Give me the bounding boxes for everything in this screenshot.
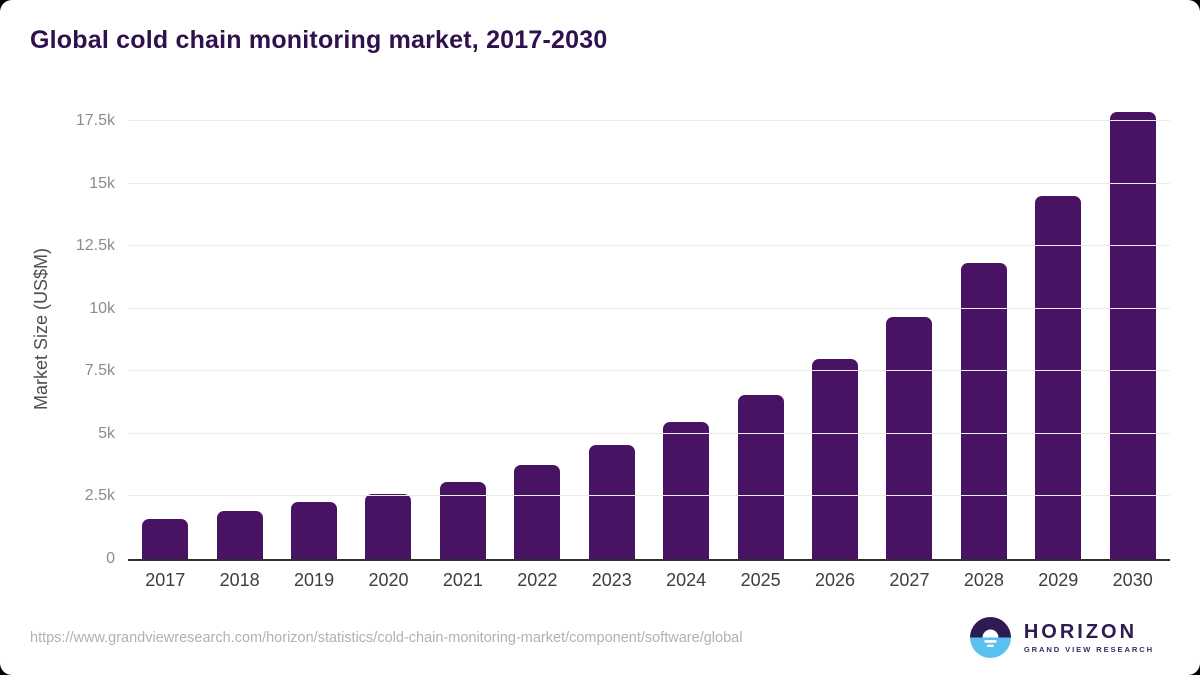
- x-tick-label-2019: 2019: [294, 570, 335, 590]
- x-tick-label-2020: 2020: [368, 570, 409, 590]
- y-tick-label-12.5k: 12.5k: [75, 237, 115, 255]
- x-tick-label-2017: 2017: [145, 570, 186, 590]
- bar-slot-2026: [798, 100, 872, 559]
- x-tick-label-2027: 2027: [889, 570, 930, 590]
- gridline-10k: [128, 307, 1170, 309]
- bar-slot-2024: [649, 100, 723, 559]
- bar-2023: [588, 445, 635, 559]
- gridline-7.5k: [128, 370, 1170, 372]
- bar-2021: [439, 481, 486, 559]
- y-tick-label-5k: 5k: [98, 424, 115, 442]
- logo-text: HORIZON GRAND VIEW RESEARCH: [1024, 622, 1154, 654]
- x-tick-label-2028: 2028: [963, 570, 1004, 590]
- chart-title: Global cold chain monitoring market, 201…: [30, 26, 608, 54]
- bar-slot-2017: [128, 100, 202, 559]
- bar-2028: [960, 263, 1007, 559]
- bar-slot-2025: [723, 100, 797, 559]
- x-tick-label-2030: 2030: [1112, 570, 1153, 590]
- y-tick-label-15k: 15k: [89, 174, 115, 192]
- bar-2022: [514, 464, 561, 559]
- bar-2019: [291, 502, 338, 559]
- bar-slot-2020: [351, 100, 425, 559]
- gridline-2.5k: [128, 495, 1170, 497]
- bar-slot-2030: [1095, 100, 1169, 559]
- logo-name: HORIZON: [1023, 620, 1138, 643]
- horizon-logo: HORIZON GRAND VIEW RESEARCH: [969, 617, 1154, 658]
- bar-2030: [1109, 112, 1156, 559]
- bar-2025: [737, 395, 784, 559]
- bar-2029: [1035, 196, 1082, 559]
- x-tick-label-2025: 2025: [740, 570, 781, 590]
- y-tick-label-7.5k: 7.5k: [84, 362, 115, 380]
- x-tick-label-2029: 2029: [1038, 570, 1079, 590]
- bar-slot-2018: [202, 100, 276, 559]
- gridline-15k: [128, 182, 1170, 184]
- y-tick-label-17.5k: 17.5k: [75, 112, 115, 129]
- bar-2024: [663, 422, 710, 559]
- x-tick-label-2024: 2024: [666, 570, 707, 590]
- bar-2018: [216, 511, 263, 559]
- y-tick-label-10k: 10k: [89, 299, 115, 317]
- horizon-sunrise-icon: [969, 617, 1011, 658]
- bar-2027: [886, 316, 933, 559]
- bar-2017: [142, 519, 189, 559]
- y-tick-label-0: 0: [106, 550, 115, 567]
- y-axis-ticks: 0 2.5k 5k 7.5k 10k 12.5k 15k 17.5k: [0, 100, 115, 567]
- gridline-5k: [128, 432, 1170, 434]
- x-axis-labels: 2017 2018 2019 2020 2021 2022 2023 2024 2025 2026…: [128, 570, 1170, 591]
- x-tick-label-2023: 2023: [591, 570, 632, 590]
- bar-slot-2029: [1021, 100, 1095, 559]
- x-tick-label-2018: 2018: [219, 570, 260, 590]
- bars-container: [128, 100, 1170, 559]
- bar-slot-2028: [947, 100, 1021, 559]
- source-url: https://www.grandviewresearch.com/horizo…: [30, 630, 743, 646]
- bar-slot-2027: [872, 100, 946, 559]
- gridline-17.5k: [128, 120, 1170, 121]
- bar-2026: [812, 359, 858, 559]
- x-tick-label-2022: 2022: [517, 570, 558, 590]
- y-tick-label-2.5k: 2.5k: [84, 487, 115, 505]
- x-tick-label-2026: 2026: [814, 570, 856, 590]
- gridline-12.5k: [128, 245, 1170, 247]
- x-tick-label-2021: 2021: [442, 570, 483, 590]
- bar-slot-2022: [500, 100, 574, 559]
- bar-2020: [365, 494, 412, 559]
- plot-area: [128, 100, 1170, 561]
- bar-slot-2021: [426, 100, 500, 559]
- bar-slot-2019: [277, 100, 351, 559]
- bar-slot-2023: [575, 100, 649, 559]
- logo-subtitle: GRAND VIEW RESEARCH: [1023, 644, 1154, 654]
